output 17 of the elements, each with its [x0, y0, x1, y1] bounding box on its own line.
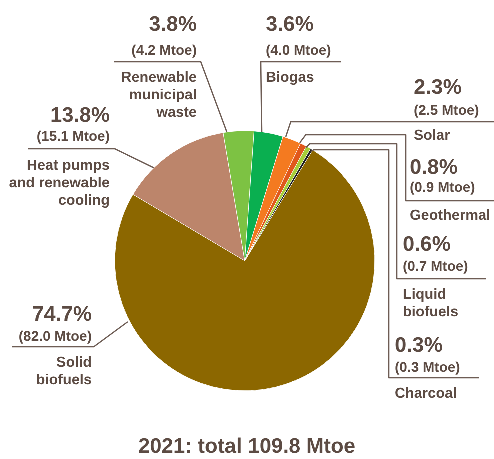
slice-label: Biogas — [266, 70, 314, 86]
data-label: 13.8% (15.1 Mtoe) — [36, 104, 110, 144]
data-label: 0.8% (0.9 Mtoe) — [410, 156, 476, 195]
data-label: 74.7% (82.0 Mtoe) — [18, 303, 92, 344]
data-label: 0.6% (0.7 Mtoe) — [403, 233, 468, 274]
slice-label: Liquid biofuels — [403, 287, 459, 320]
data-label: 2.3% (2.5 Mtoe) — [414, 76, 480, 118]
data-label: 3.6% (4.0 Mtoe) — [266, 13, 332, 58]
slice-label: Charcoal — [395, 386, 458, 402]
text: 2021: total 109.8 Mtoe — [138, 435, 356, 458]
slice-label: Solar — [414, 128, 451, 144]
data-label: 0.3% (0.3 Mtoe) — [395, 334, 460, 375]
slice-label: Geothermal — [410, 208, 491, 224]
slice-label: Renewable municipal waste — [121, 70, 197, 121]
slice-label: Heat pumps and renewable cooling — [9, 158, 110, 209]
slice-label: Solid biofuels — [36, 355, 92, 388]
data-label: 3.8% (4.2 Mtoe) — [132, 13, 198, 58]
